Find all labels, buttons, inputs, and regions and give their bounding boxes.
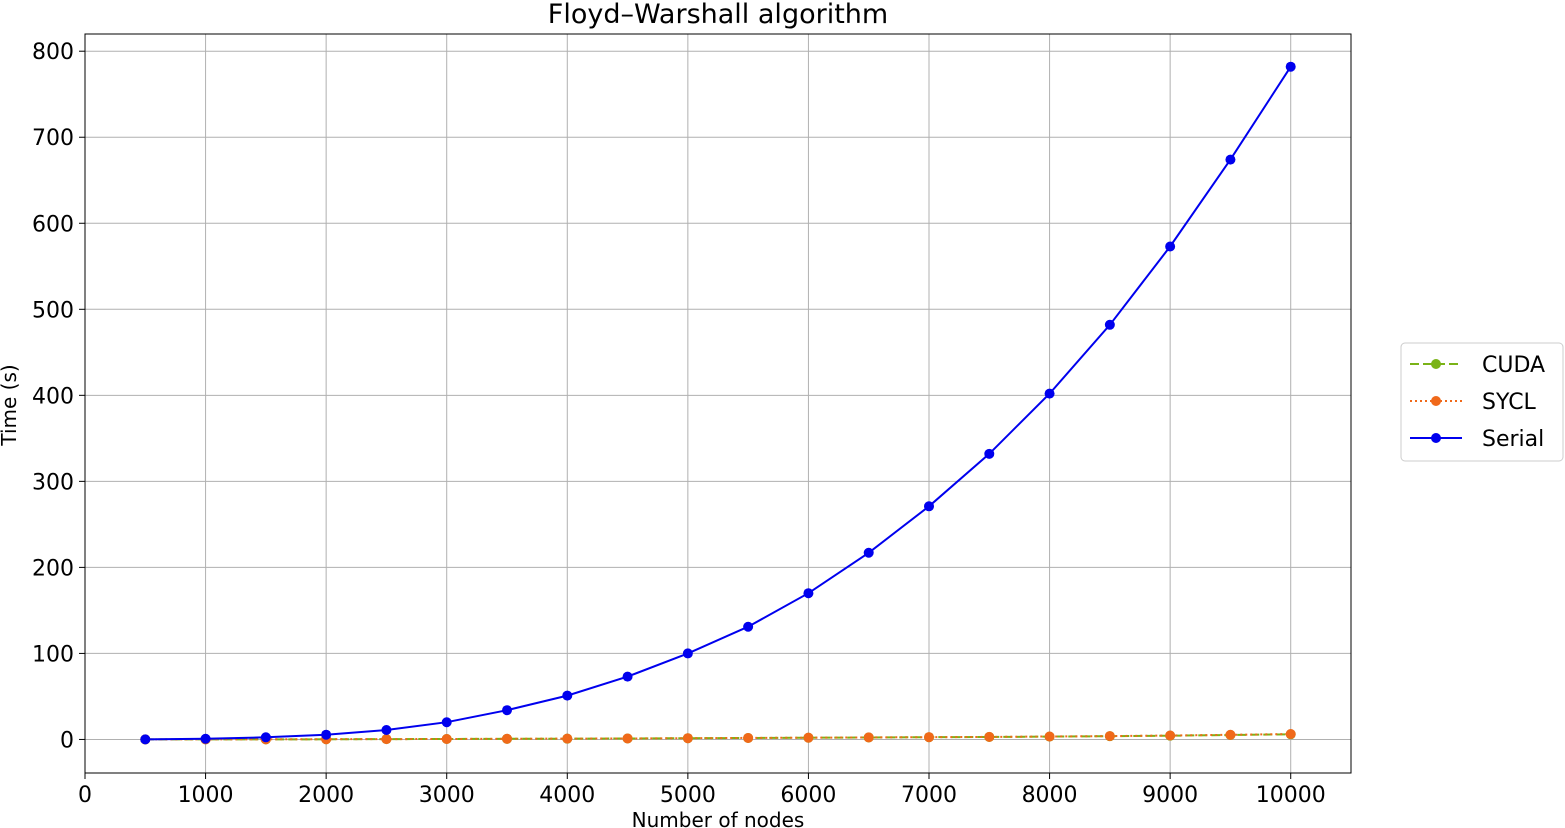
x-tick-label: 1000: [178, 783, 234, 808]
data-point-serial: [924, 501, 934, 512]
x-axis: 0 1000 2000 3000 4000 5000 6000 7000 8000 9000 100…: [78, 773, 1326, 808]
y-tick-label: 200: [32, 556, 74, 581]
x-axis-label: Number of nodes: [632, 808, 805, 828]
x-tick-label: 5000: [660, 783, 716, 808]
data-point-sycl: [1165, 730, 1176, 741]
data-point-serial: [260, 732, 271, 743]
legend: CUDA SYCL Serial: [1400, 342, 1564, 462]
chart-title: Floyd–Warshall algorithm: [548, 0, 888, 30]
legend-box: [1400, 342, 1564, 462]
data-point-serial: [803, 588, 814, 599]
data-point-sycl: [1225, 729, 1236, 740]
data-point-serial: [1225, 154, 1236, 165]
legend-marker-cuda: [1431, 359, 1441, 369]
data-point-serial: [1104, 319, 1115, 330]
data-point-serial: [863, 547, 874, 558]
y-tick-label: 800: [32, 40, 74, 65]
data-point-serial: [562, 690, 573, 701]
series-line-serial: [145, 66, 1292, 741]
data-point-serial: [502, 705, 512, 716]
data-point-sycl: [1044, 731, 1055, 742]
x-tick-label: 8000: [1022, 783, 1078, 808]
data-point-serial: [682, 648, 693, 659]
x-tick-label: 0: [78, 783, 92, 808]
data-point-sycl: [803, 732, 814, 743]
data-point-sycl: [743, 732, 754, 743]
y-tick-label: 100: [32, 642, 74, 667]
data-point-sycl: [381, 734, 392, 745]
y-axis: 0 100 200 300 400 500 600 700 800: [32, 40, 85, 753]
data-point-serial: [140, 734, 151, 745]
data-point-sycl: [1285, 729, 1296, 740]
x-tick-label: 2000: [298, 783, 354, 808]
data-point-sycl: [562, 733, 573, 744]
y-tick-label: 500: [32, 298, 74, 323]
data-point-serial: [1285, 61, 1296, 72]
y-tick-label: 700: [32, 126, 74, 151]
x-tick-label: 10000: [1256, 783, 1326, 808]
data-point-serial: [381, 724, 392, 735]
grid: [84, 34, 1351, 773]
x-tick-label: 7000: [901, 783, 957, 808]
data-point-serial: [1044, 388, 1055, 399]
x-tick-label: 9000: [1142, 783, 1198, 808]
series-serial: [140, 61, 1296, 745]
data-point-sycl: [441, 733, 452, 744]
data-point-serial: [321, 729, 332, 740]
x-tick-label: 4000: [539, 783, 595, 808]
data-point-serial: [200, 733, 211, 744]
data-point-sycl: [502, 733, 512, 744]
data-point-sycl: [924, 732, 934, 743]
legend-label-sycl: SYCL: [1482, 390, 1537, 415]
data-point-sycl: [984, 731, 995, 742]
plot-frame: [84, 33, 1352, 774]
series-cuda: [140, 729, 1296, 745]
y-tick-label: 0: [60, 728, 74, 753]
data-point-serial: [743, 621, 754, 632]
data-point-sycl: [1104, 731, 1115, 742]
data-point-sycl: [682, 733, 693, 744]
y-tick-label: 300: [32, 470, 74, 495]
legend-label-serial: Serial: [1482, 427, 1544, 452]
legend-marker-serial: [1431, 433, 1441, 443]
data-point-sycl: [863, 732, 874, 743]
legend-label-cuda: CUDA: [1482, 353, 1545, 378]
x-tick-label: 6000: [780, 783, 836, 808]
data-point-serial: [1165, 241, 1176, 252]
legend-marker-sycl: [1431, 396, 1441, 406]
y-tick-label: 600: [32, 212, 74, 237]
y-tick-label: 400: [32, 384, 74, 409]
series-line-sycl: [145, 733, 1291, 741]
x-tick-label: 3000: [419, 783, 475, 808]
y-axis-label: Time (s): [0, 364, 21, 446]
series-layer: [140, 61, 1296, 745]
data-point-serial: [622, 671, 633, 682]
data-point-sycl: [622, 733, 633, 744]
data-point-serial: [441, 717, 452, 728]
data-point-serial: [984, 448, 995, 459]
